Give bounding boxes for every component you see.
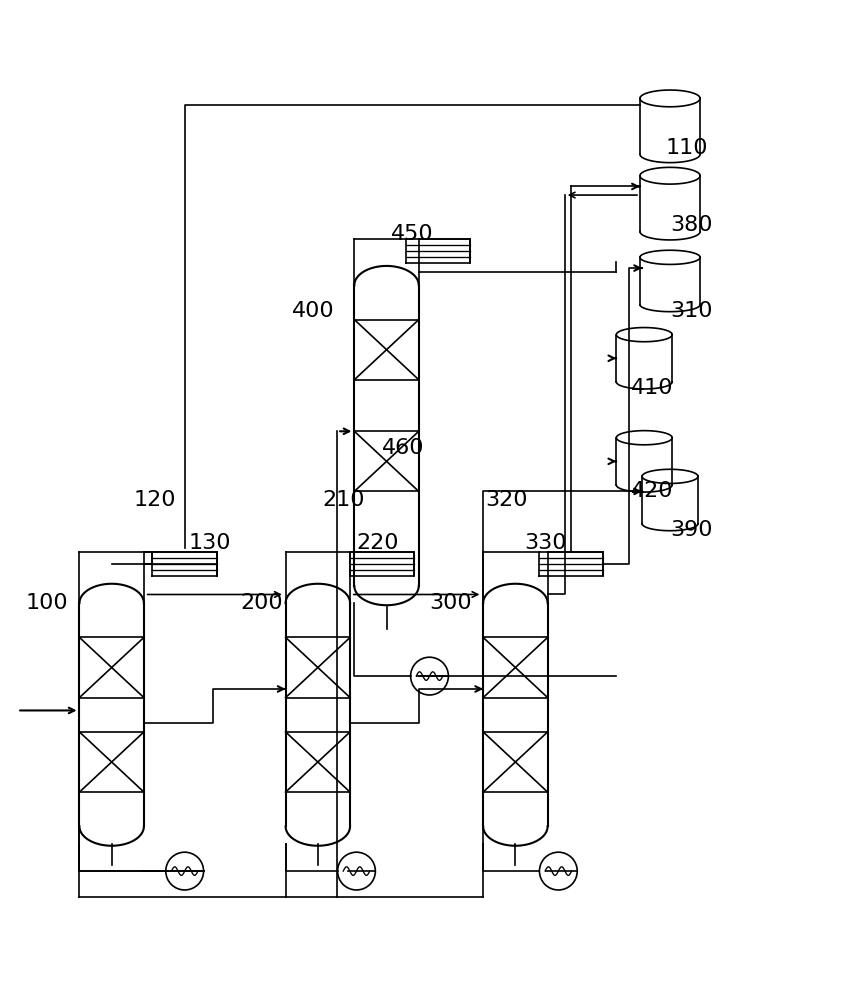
Text: 330: 330 [524, 533, 566, 553]
Text: 100: 100 [26, 593, 69, 613]
Text: 380: 380 [670, 215, 712, 235]
Text: 300: 300 [430, 593, 472, 613]
Text: 130: 130 [189, 533, 231, 553]
Text: 450: 450 [391, 224, 434, 244]
Text: 120: 120 [133, 490, 175, 510]
Text: 320: 320 [485, 490, 527, 510]
Text: 460: 460 [382, 438, 424, 458]
Text: 410: 410 [631, 378, 673, 398]
Text: 310: 310 [670, 301, 712, 321]
Text: 390: 390 [670, 520, 712, 540]
Text: 220: 220 [356, 533, 399, 553]
Text: 200: 200 [241, 593, 283, 613]
Text: 210: 210 [322, 490, 364, 510]
Text: 400: 400 [292, 301, 335, 321]
Text: 110: 110 [666, 138, 708, 158]
Text: 420: 420 [631, 481, 673, 501]
